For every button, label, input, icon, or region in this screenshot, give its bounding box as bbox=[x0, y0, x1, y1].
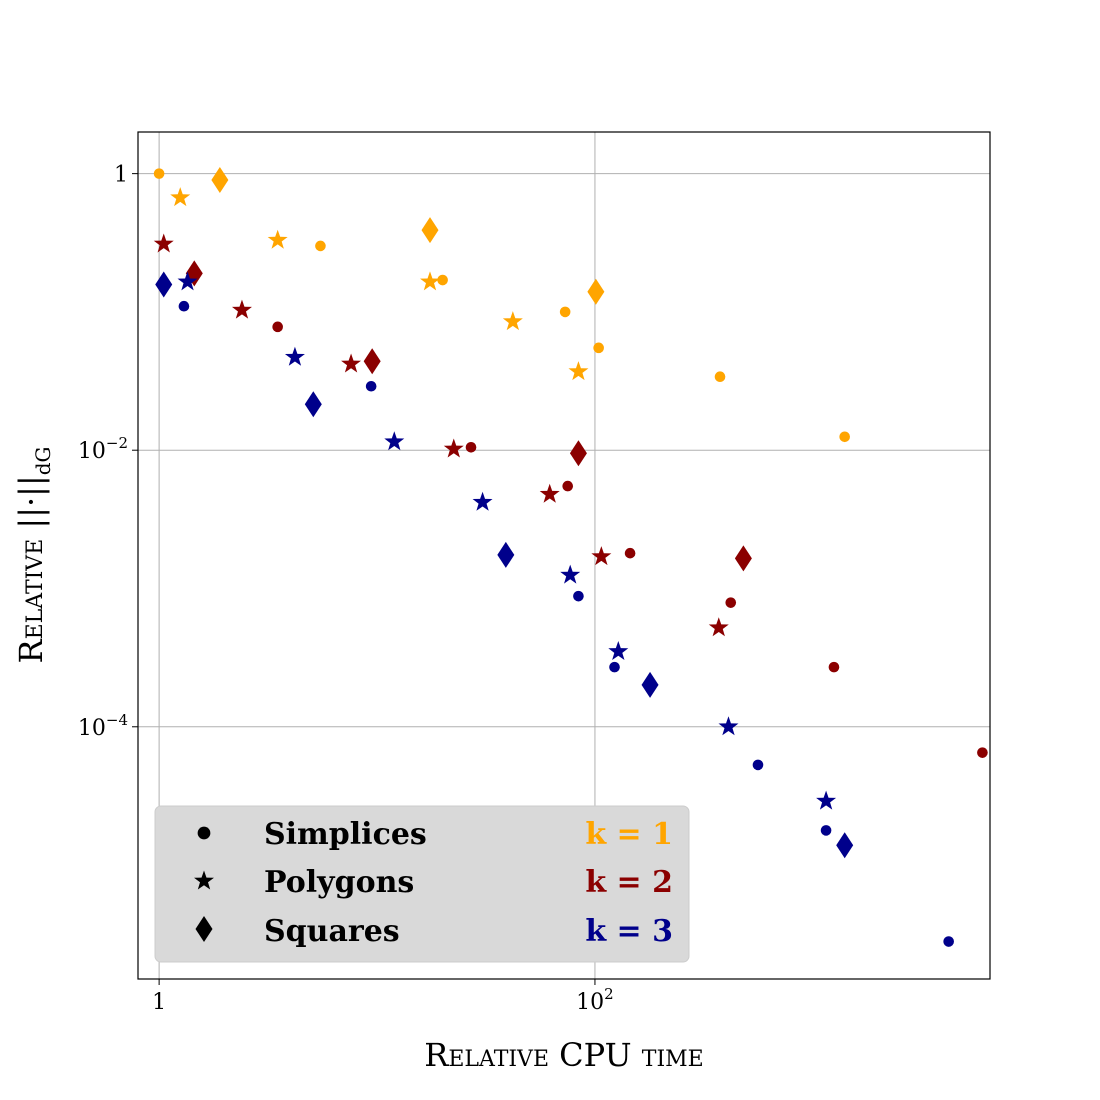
legend-marker-diamond bbox=[195, 916, 213, 942]
point-circle-k2-4 bbox=[725, 597, 737, 608]
point-circle-k3-3 bbox=[609, 661, 620, 673]
point-diamond-k3-2 bbox=[497, 541, 515, 568]
point-star-k1-1 bbox=[267, 229, 288, 249]
legend-label-polygons: Polygons bbox=[264, 865, 414, 900]
point-circle-k3-5 bbox=[820, 825, 832, 836]
point-circle-k3-0 bbox=[178, 300, 190, 312]
data-points bbox=[153, 166, 988, 947]
point-star-k3-4 bbox=[560, 564, 581, 584]
point-circle-k1-2 bbox=[437, 274, 448, 286]
point-star-k1-0 bbox=[170, 187, 191, 207]
point-diamond-k3-3 bbox=[641, 671, 659, 698]
y-tick-label-1: 10−2 bbox=[78, 434, 128, 464]
legend: Simplices Polygons Squares k = 1 k = 2 k… bbox=[154, 805, 690, 963]
point-star-k3-6 bbox=[718, 716, 739, 736]
point-star-k2-1 bbox=[231, 299, 252, 319]
legend-label-squares: Squares bbox=[264, 914, 400, 949]
point-star-k1-4 bbox=[568, 361, 589, 381]
legend-label-k3: k = 3 bbox=[585, 914, 673, 949]
point-star-k3-7 bbox=[816, 790, 837, 810]
point-circle-k1-4 bbox=[593, 342, 604, 354]
point-diamond-k1-0 bbox=[211, 166, 229, 193]
x-axis-label: Relative CPU time bbox=[424, 1036, 703, 1074]
point-star-k1-3 bbox=[502, 311, 523, 331]
point-star-k1-2 bbox=[420, 271, 440, 291]
point-diamond-k1-2 bbox=[587, 278, 605, 305]
point-star-k3-1 bbox=[284, 346, 305, 366]
point-circle-k3-1 bbox=[365, 380, 377, 392]
point-circle-k1-3 bbox=[559, 306, 571, 318]
point-star-k2-0 bbox=[153, 233, 174, 253]
point-star-k2-5 bbox=[591, 546, 612, 566]
point-diamond-k3-1 bbox=[304, 391, 322, 418]
point-circle-k2-6 bbox=[977, 747, 988, 758]
point-circle-k3-2 bbox=[573, 590, 584, 602]
point-star-k2-6 bbox=[708, 617, 729, 637]
y-tick-label-2: 10−4 bbox=[78, 711, 128, 741]
point-diamond-k2-3 bbox=[734, 545, 752, 572]
point-star-k2-2 bbox=[341, 353, 362, 373]
point-circle-k3-4 bbox=[752, 759, 764, 771]
legend-label-k2: k = 2 bbox=[585, 865, 673, 900]
point-diamond-k3-4 bbox=[836, 832, 854, 859]
point-circle-k2-5 bbox=[828, 661, 840, 673]
plot-frame bbox=[137, 131, 991, 980]
axis-ticks: 1 102 1 10−2 10−4 bbox=[78, 163, 614, 1015]
legend-label-k1: k = 1 bbox=[585, 817, 673, 852]
point-diamond-k2-2 bbox=[569, 440, 587, 467]
point-star-k2-3 bbox=[443, 438, 464, 458]
point-star-k2-4 bbox=[539, 483, 560, 503]
point-circle-k3-6 bbox=[943, 936, 954, 947]
point-circle-k1-6 bbox=[839, 431, 850, 443]
point-circle-k2-2 bbox=[562, 480, 574, 492]
point-diamond-k2-1 bbox=[363, 348, 381, 375]
point-star-k3-0 bbox=[177, 271, 198, 291]
legend-box bbox=[154, 805, 690, 963]
x-tick-label-0: 1 bbox=[152, 990, 166, 1015]
point-star-k3-3 bbox=[472, 491, 493, 511]
y-axis-label: Relative ||·||dG bbox=[12, 446, 55, 663]
point-diamond-k1-1 bbox=[421, 217, 439, 244]
point-circle-k1-5 bbox=[714, 371, 726, 383]
point-circle-k1-1 bbox=[315, 240, 326, 252]
point-diamond-k3-0 bbox=[155, 271, 173, 298]
legend-label-simplices: Simplices bbox=[264, 817, 427, 852]
point-circle-k2-0 bbox=[272, 321, 283, 333]
legend-marker-star bbox=[194, 870, 214, 890]
legend-marker-circle bbox=[197, 826, 211, 840]
legend-markers bbox=[194, 826, 214, 942]
point-circle-k2-1 bbox=[465, 441, 477, 453]
point-circle-k1-0 bbox=[153, 168, 165, 179]
point-star-k3-2 bbox=[384, 431, 405, 451]
y-tick-label-0: 1 bbox=[114, 163, 128, 188]
point-circle-k2-3 bbox=[624, 547, 636, 559]
x-tick-label-1: 102 bbox=[576, 985, 614, 1015]
point-star-k3-5 bbox=[608, 641, 629, 661]
